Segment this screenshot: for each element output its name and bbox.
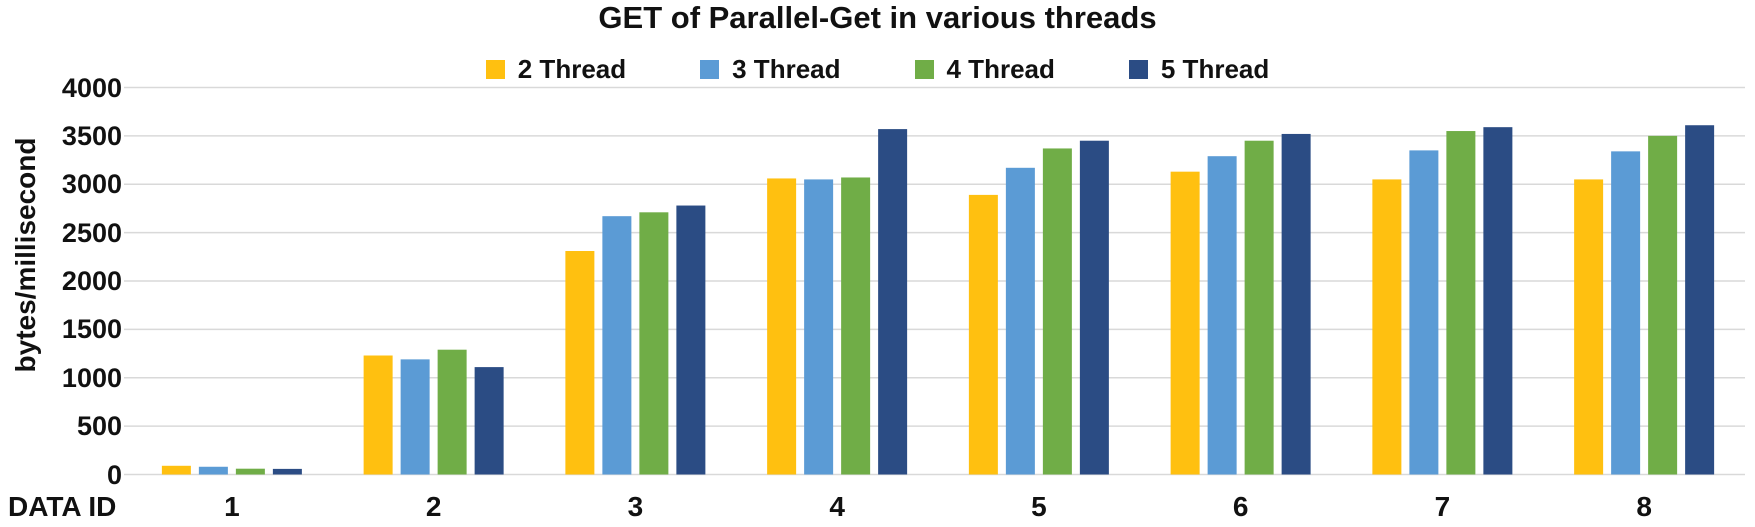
bar-cat8-3-thread	[1611, 151, 1641, 475]
legend-label-4-thread: 4 Thread	[946, 54, 1055, 84]
y-tick-label-3500: 3500	[61, 120, 122, 151]
bar-cat5-2-thread	[968, 194, 998, 475]
legend-label-3-thread: 3 Thread	[732, 54, 841, 84]
bar-cat6-4-thread	[1244, 140, 1274, 475]
y-tick-label-500: 500	[76, 411, 122, 442]
legend-item-2-thread: 2 Thread	[485, 54, 627, 85]
bar-cat5-3-thread	[1005, 167, 1035, 475]
bar-cat2-2-thread	[363, 355, 393, 475]
bar-cat7-4-thread	[1446, 131, 1476, 475]
legend-swatch-2-thread	[485, 60, 505, 79]
x-tick-label-6: 6	[1232, 491, 1249, 522]
legend-swatch-5-thread	[1128, 60, 1148, 79]
x-tick-label-4: 4	[829, 491, 845, 522]
legend-swatch-4-thread	[914, 60, 934, 79]
bar-cat1-2-thread	[161, 465, 191, 475]
y-tick-label-2000: 2000	[61, 266, 122, 296]
legend: 2 Thread 3 Thread 4 Thread 5 Thread	[0, 54, 1755, 85]
bar-cat3-4-thread	[639, 212, 669, 475]
y-tick-label-1500: 1500	[61, 314, 122, 345]
legend-item-5-thread: 5 Thread	[1128, 54, 1270, 85]
y-tick-label-0: 0	[106, 459, 122, 490]
bar-cat2-4-thread	[437, 349, 467, 475]
chart-title: GET of Parallel-Get in various threads	[598, 0, 1157, 35]
bar-cat3-3-thread	[602, 216, 632, 475]
bar-cat2-3-thread	[400, 359, 430, 475]
x-tick-label-2: 2	[425, 491, 442, 522]
bar-cat1-3-thread	[198, 466, 228, 475]
bar-cat4-3-thread	[804, 179, 834, 475]
legend-label-2-thread: 2 Thread	[517, 54, 627, 84]
bar-cat6-5-thread	[1281, 133, 1311, 475]
bar-cat8-4-thread	[1648, 135, 1678, 475]
bar-cat8-5-thread	[1685, 125, 1715, 475]
bar-cat4-2-thread	[767, 178, 797, 475]
bar-cat4-4-thread	[841, 177, 871, 475]
y-tick-label-1000: 1000	[61, 362, 122, 393]
x-tick-label-7: 7	[1434, 491, 1451, 522]
y-tick-label-3000: 3000	[61, 169, 122, 200]
legend-item-4-thread: 4 Thread	[914, 54, 1055, 85]
legend-item-3-thread: 3 Thread	[700, 54, 841, 85]
bar-cat3-5-thread	[676, 205, 706, 475]
x-tick-label-8: 8	[1636, 491, 1652, 522]
bar-cat5-4-thread	[1042, 148, 1072, 475]
legend-label-5-thread: 5 Thread	[1160, 54, 1270, 84]
bar-cat8-2-thread	[1574, 179, 1604, 475]
bar-cat7-3-thread	[1409, 150, 1439, 475]
bar-cat7-5-thread	[1483, 127, 1513, 475]
x-axis-title: DATA ID	[8, 491, 117, 522]
x-tick-label-5: 5	[1031, 491, 1047, 522]
legend-swatch-3-thread	[700, 60, 720, 79]
bar-cat2-5-thread	[474, 367, 504, 475]
x-tick-label-3: 3	[627, 491, 644, 522]
y-tick-label-2500: 2500	[61, 217, 122, 248]
y-tick-label-4000: 4000	[61, 72, 122, 103]
x-tick-label-1: 1	[224, 491, 240, 522]
bar-cat1-4-thread	[235, 468, 265, 475]
bar-cat4-5-thread	[878, 129, 908, 475]
bar-cat1-5-thread	[272, 468, 302, 475]
bar-cat3-2-thread	[565, 251, 595, 475]
bar-cat6-2-thread	[1170, 171, 1200, 475]
bar-cat7-2-thread	[1372, 179, 1402, 475]
bar-cat6-3-thread	[1207, 156, 1237, 475]
bar-cat5-5-thread	[1079, 140, 1109, 475]
